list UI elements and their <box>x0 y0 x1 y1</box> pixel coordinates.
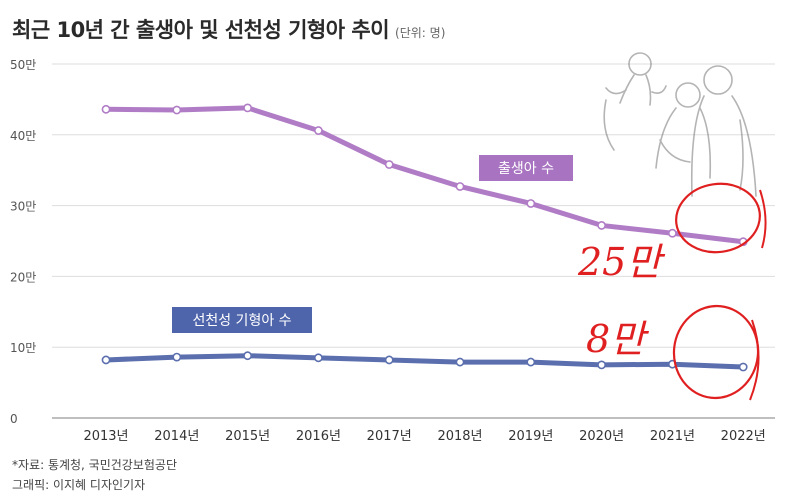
circle-annotation <box>672 304 760 400</box>
x-tick-label: 2019년 <box>508 429 553 444</box>
x-tick-label: 2015년 <box>225 429 270 444</box>
x-tick-label: 2013년 <box>83 429 128 444</box>
data-point <box>172 105 182 115</box>
series-lines <box>101 103 748 372</box>
x-tick-label: 2022년 <box>721 429 766 444</box>
handwritten-annotations: 25만 8만 <box>577 182 767 401</box>
y-tick-label: 20만 <box>10 270 36 284</box>
data-point <box>597 360 606 370</box>
y-axis-ticks: 0 10만 20만 30만 40만 50만 <box>10 58 36 426</box>
data-point <box>101 355 111 365</box>
defects-series-label-box <box>172 307 312 333</box>
y-tick-label: 10만 <box>10 341 36 355</box>
circle-annotation-stroke <box>759 189 767 249</box>
y-tick-label: 40만 <box>10 129 36 143</box>
y-tick-label: 0 <box>10 412 18 426</box>
data-point <box>455 357 465 367</box>
chart-title: 최근 10년 간 출생아 및 선천성 기형아 추이 <box>12 18 390 42</box>
births-series-label-box <box>479 155 573 181</box>
data-point <box>597 221 606 230</box>
x-tick-label: 2017년 <box>367 429 412 444</box>
circle-annotation <box>675 182 761 254</box>
x-tick-label: 2014년 <box>154 429 199 444</box>
circle-annotation-stroke <box>749 319 760 401</box>
defects-series-label: 선천성 기형아 수 <box>192 313 291 329</box>
x-tick-label: 2021년 <box>650 429 695 444</box>
data-point <box>455 182 465 191</box>
chart-title-block: 최근 10년 간 출생아 및 선천성 기형아 추이 (단위: 명) <box>12 14 445 44</box>
data-point <box>313 353 323 363</box>
data-point <box>738 362 748 372</box>
births-series-label: 출생아 수 <box>498 161 554 177</box>
family-illustration <box>603 52 757 197</box>
unit-label: (단위: 명) <box>395 26 446 40</box>
data-point <box>384 355 394 365</box>
series-line-0 <box>103 105 746 245</box>
data-point <box>526 357 536 367</box>
graphic-credit: 그래픽: 이지혜 디자인기자 <box>12 478 146 492</box>
y-tick-label: 30만 <box>10 200 36 214</box>
x-tick-label: 2018년 <box>437 429 482 444</box>
x-tick-label: 2016년 <box>296 429 341 444</box>
x-axis-ticks: 2013년 2014년 2015년 2016년 2017년 2018년 2019년 2020년… <box>83 429 765 444</box>
data-point <box>384 160 394 169</box>
y-tick-label: 50만 <box>10 58 36 72</box>
data-point <box>172 352 182 362</box>
grid-lines <box>52 63 775 419</box>
data-point <box>526 199 536 208</box>
x-tick-label: 2020년 <box>579 429 624 444</box>
data-point <box>243 351 252 361</box>
data-point <box>313 126 323 135</box>
data-point <box>101 104 111 114</box>
source-note: *자료: 통계청, 국민건강보험공단 <box>12 458 178 472</box>
annotation-text-8man: 8만 <box>586 317 649 361</box>
series-line-1 <box>103 353 746 370</box>
annotation-text-25man: 25만 <box>577 240 665 284</box>
data-point <box>243 103 252 113</box>
data-point <box>668 228 677 238</box>
